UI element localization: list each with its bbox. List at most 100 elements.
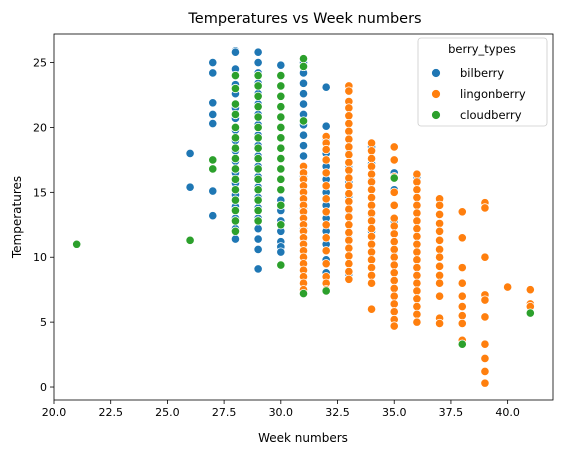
data-point-lingonberry	[457, 233, 467, 243]
data-point-bilberry	[276, 60, 286, 70]
data-point-cloudberry	[276, 102, 286, 112]
data-point-lingonberry	[344, 165, 354, 175]
data-point-lingonberry	[412, 255, 422, 265]
data-point-lingonberry	[480, 252, 490, 262]
x-axis-ticks: 20.0 22.5 25.0 27.5 30.0 32.5 35.0 37.5 40.0	[42, 400, 520, 419]
data-point-lingonberry	[366, 146, 377, 156]
y-tick-label: 25	[33, 57, 47, 70]
legend-marker-bilberry	[431, 68, 441, 78]
data-point-lingonberry	[457, 207, 467, 217]
data-point-lingonberry	[457, 278, 467, 288]
data-point-lingonberry	[344, 227, 354, 238]
data-point-cloudberry	[253, 154, 263, 164]
plot-area-frame	[53, 33, 554, 401]
x-tick-label: 30.0	[269, 406, 294, 419]
data-point-lingonberry	[389, 237, 399, 247]
data-point-cloudberry	[230, 226, 241, 236]
data-point-cloudberry	[321, 286, 331, 296]
data-point-lingonberry	[389, 229, 399, 239]
data-point-lingonberry	[412, 216, 422, 226]
data-point-bilberry	[208, 118, 218, 129]
data-point-cloudberry	[253, 216, 263, 226]
x-tick-label: 22.5	[98, 406, 123, 419]
data-point-bilberry	[208, 109, 218, 120]
data-point-lingonberry	[434, 200, 445, 210]
data-point-lingonberry	[412, 263, 422, 273]
data-point-lingonberry	[321, 220, 331, 230]
data-point-cloudberry	[276, 81, 286, 91]
x-tick-label: 32.5	[325, 406, 350, 419]
data-point-cloudberry	[276, 185, 286, 195]
data-point-cloudberry	[276, 200, 286, 210]
data-point-lingonberry	[344, 157, 354, 168]
data-point-lingonberry	[457, 263, 467, 273]
data-point-lingonberry	[366, 239, 377, 249]
data-point-lingonberry	[480, 312, 490, 322]
x-tick-label: 20.0	[42, 406, 67, 419]
data-point-lingonberry	[321, 207, 331, 217]
data-point-lingonberry	[412, 317, 422, 327]
chart-title: Temperatures vs Week numbers	[187, 11, 421, 27]
data-point-lingonberry	[389, 321, 399, 331]
data-point-cloudberry	[253, 143, 263, 153]
data-point-lingonberry	[389, 187, 399, 197]
x-tick-label: 25.0	[155, 406, 180, 419]
legend-label-bilberry: bilberry	[460, 66, 504, 80]
data-point-lingonberry	[344, 212, 354, 222]
data-point-lingonberry	[344, 118, 354, 129]
legend-title: berry_types	[448, 42, 516, 56]
data-point-lingonberry	[480, 378, 490, 388]
data-point-cloudberry	[457, 339, 467, 349]
data-point-cloudberry	[276, 112, 286, 122]
data-point-bilberry	[298, 99, 309, 109]
data-point-cloudberry	[253, 91, 263, 101]
data-point-lingonberry	[412, 247, 422, 257]
data-point-lingonberry	[344, 103, 354, 113]
data-point-lingonberry	[480, 339, 490, 349]
data-point-lingonberry	[366, 270, 377, 280]
data-point-lingonberry	[412, 177, 422, 187]
data-point-cloudberry	[253, 122, 263, 133]
data-point-cloudberry	[230, 185, 241, 195]
data-point-lingonberry	[412, 301, 422, 312]
data-point-lingonberry	[434, 278, 445, 288]
data-point-lingonberry	[366, 169, 377, 179]
data-point-cloudberry	[298, 54, 309, 64]
data-point-lingonberry	[412, 309, 422, 319]
data-point-cloudberry	[276, 174, 286, 184]
data-point-cloudberry	[253, 133, 263, 143]
data-point-lingonberry	[366, 161, 377, 171]
data-point-lingonberry	[344, 134, 354, 144]
data-point-cloudberry	[72, 239, 82, 249]
data-point-lingonberry	[412, 192, 422, 203]
y-tick-label: 20	[33, 121, 47, 134]
data-point-cloudberry	[253, 70, 263, 81]
data-point-bilberry	[230, 234, 241, 244]
data-point-lingonberry	[434, 235, 445, 245]
legend-label-lingonberry: lingonberry	[460, 87, 526, 101]
y-tick-label: 10	[33, 251, 47, 264]
data-point-lingonberry	[434, 252, 445, 262]
data-point-cloudberry	[230, 216, 241, 226]
data-point-cloudberry	[276, 122, 286, 133]
data-point-bilberry	[276, 247, 286, 257]
data-point-lingonberry	[389, 299, 399, 309]
data-point-cloudberry	[230, 109, 241, 120]
data-point-lingonberry	[366, 304, 377, 314]
data-point-cloudberry	[253, 164, 263, 174]
data-point-cloudberry	[276, 260, 286, 270]
data-point-lingonberry	[344, 243, 354, 253]
data-point-cloudberry	[208, 155, 218, 165]
data-point-lingonberry	[389, 155, 399, 165]
data-point-lingonberry	[366, 216, 377, 226]
data-point-lingonberry	[389, 307, 399, 317]
data-point-cloudberry	[230, 164, 241, 174]
data-point-lingonberry	[434, 226, 445, 236]
data-point-lingonberry	[344, 251, 354, 261]
data-point-lingonberry	[412, 224, 422, 234]
data-point-lingonberry	[434, 218, 445, 229]
data-point-lingonberry	[366, 185, 377, 195]
data-point-lingonberry	[412, 270, 422, 280]
